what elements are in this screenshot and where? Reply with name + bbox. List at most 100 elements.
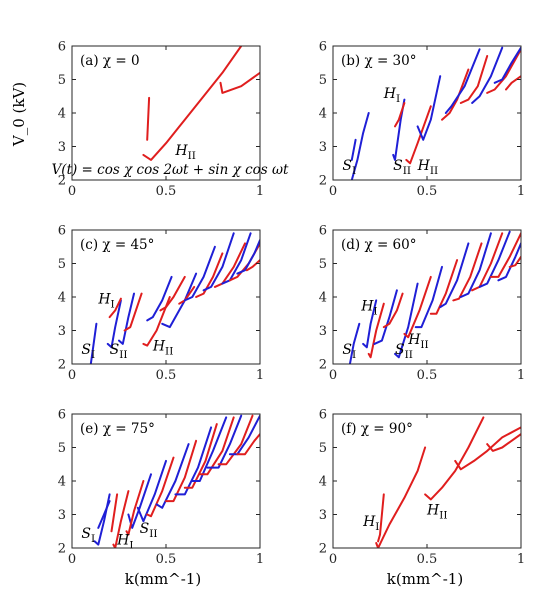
y-tick-label: 6 <box>58 40 66 55</box>
series-line-red <box>125 480 145 536</box>
series-line-red <box>245 259 260 272</box>
y-tick-label: 2 <box>58 358 66 373</box>
x-tick-label: 1 <box>517 184 525 199</box>
x-tick-label: 0 <box>68 184 76 199</box>
x-tick-label: 1 <box>517 552 525 567</box>
series-line-blue <box>459 232 492 298</box>
annotation-label: HI <box>116 533 133 552</box>
panel-label: (a) χ = 0 <box>80 53 140 69</box>
annotation-label: SI <box>342 158 356 177</box>
series-line-blue <box>127 473 152 529</box>
y-tick-label: 2 <box>58 174 66 189</box>
y-tick-label: 2 <box>319 358 327 373</box>
series-line-red <box>146 96 151 141</box>
series-line-blue <box>350 112 370 180</box>
panel-6: 0 0.5 1 2 3 4 5 6 (f) χ = 90° HI HII <box>319 408 525 568</box>
series-line-blue <box>348 322 361 364</box>
y-tick-label: 3 <box>319 324 327 339</box>
y-tick-label: 5 <box>58 257 66 272</box>
series-line-red <box>375 446 427 548</box>
x-tick-label: 0 <box>68 552 76 567</box>
series-line-blue <box>478 230 511 288</box>
x-tick-label: 0.5 <box>156 368 177 383</box>
series-line-blue <box>106 299 122 349</box>
series-line-blue <box>493 46 521 84</box>
series-line-blue <box>183 245 216 302</box>
y-tick-label: 4 <box>319 107 327 122</box>
panel-label: (b) χ = 30° <box>341 53 416 69</box>
x-tick-label: 1 <box>256 552 264 567</box>
y-tick-label: 5 <box>58 73 66 88</box>
series-line-blue <box>97 500 111 529</box>
panel-5: 0 0.5 1 2 3 4 5 6 (e) χ = 75° SI HI SII <box>58 408 264 568</box>
series-line-blue <box>416 75 442 141</box>
annotation-label: HII <box>417 158 439 177</box>
series-line-blue <box>155 443 190 509</box>
series-line-red <box>424 416 485 501</box>
x-tick-label: 0 <box>329 552 337 567</box>
y-tick-label: 4 <box>58 107 66 122</box>
x-tick-label: 0.5 <box>417 368 438 383</box>
x-tick-label: 1 <box>256 184 264 199</box>
y-tick-label: 3 <box>58 508 66 523</box>
series-line-blue <box>202 232 235 292</box>
x-tick-label: 0.5 <box>417 184 438 199</box>
series-line-red <box>459 55 489 104</box>
series-line-blue <box>161 272 198 329</box>
y-tick-label: 3 <box>319 140 327 155</box>
series-line-red <box>110 493 119 533</box>
series-line-red <box>505 75 521 91</box>
series-line-blue <box>362 299 378 349</box>
x-axis-label-left: k(mm^-1) <box>125 570 201 588</box>
y-tick-label: 3 <box>58 140 66 155</box>
panel-label: (d) χ = 60° <box>341 237 416 253</box>
y-tick-label: 2 <box>319 542 327 557</box>
series-line-red <box>403 275 432 339</box>
x-tick-label: 0 <box>68 368 76 383</box>
series-line-blue <box>414 265 443 329</box>
x-tick-label: 0.5 <box>156 184 177 199</box>
x-tick-label: 0.5 <box>417 552 438 567</box>
series-line-red <box>123 292 143 332</box>
annotation-label: HI <box>97 292 114 311</box>
y-tick-label: 5 <box>58 441 66 456</box>
annotation-label: HII <box>426 503 448 522</box>
series-line-blue <box>471 46 504 104</box>
series-line-red <box>429 259 459 315</box>
series-line-red <box>452 242 483 302</box>
series-line-blue <box>146 275 173 322</box>
series-line-red <box>489 232 521 278</box>
x-tick-label: 1 <box>517 368 525 383</box>
formula-text: V(t) = cos χ cos 2ωt + sin χ cos ωt <box>52 162 289 178</box>
series-line-blue <box>373 289 398 345</box>
series-line-blue <box>228 414 260 456</box>
annotation-label: SII <box>140 521 158 540</box>
annotation-label: HI <box>362 514 379 533</box>
y-tick-label: 4 <box>58 291 66 306</box>
series-line-blue <box>444 48 481 114</box>
series-line-red <box>441 68 470 121</box>
series-line-blue <box>394 282 419 359</box>
series-line-blue <box>350 138 357 161</box>
panel-label: (f) χ = 90° <box>341 421 413 437</box>
y-axis-label: V_0 (kV) <box>10 82 28 147</box>
series-line-red <box>195 252 224 298</box>
y-tick-label: 3 <box>319 508 327 523</box>
annotation-label: SII <box>110 342 128 361</box>
y-tick-label: 2 <box>319 174 327 189</box>
y-tick-label: 4 <box>319 291 327 306</box>
x-tick-label: 1 <box>256 368 264 383</box>
y-tick-label: 2 <box>58 542 66 557</box>
y-tick-label: 5 <box>319 73 327 88</box>
panel-1: 0 0.5 1 2 3 4 5 6 (a) χ = 0 V(t) = cos χ cos 2ωt … <box>52 40 289 200</box>
annotation-label: HI <box>360 298 377 317</box>
y-tick-label: 5 <box>319 441 327 456</box>
series-line-red <box>454 426 521 471</box>
series-line-blue <box>236 239 260 275</box>
series-line-red <box>486 433 521 452</box>
y-tick-label: 4 <box>58 475 66 490</box>
y-tick-label: 4 <box>319 475 327 490</box>
